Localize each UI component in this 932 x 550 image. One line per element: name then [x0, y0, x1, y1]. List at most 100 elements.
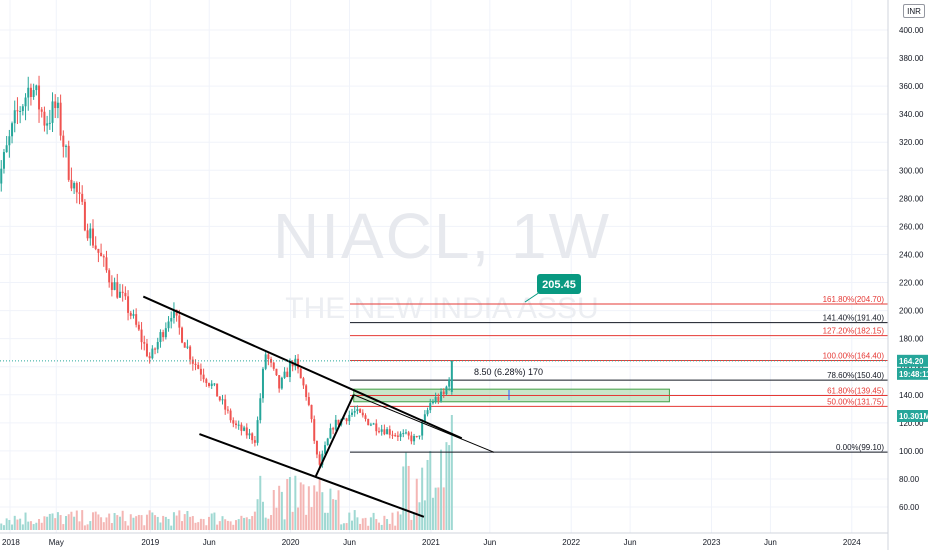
volume-bar — [151, 512, 154, 530]
volume-bar — [170, 525, 173, 530]
volume-label-bg — [897, 410, 928, 422]
volume-bar — [191, 516, 194, 530]
candle-body — [407, 432, 410, 436]
volume-bar — [194, 522, 197, 530]
time-tick-label: Jun — [343, 538, 356, 547]
candle-body — [11, 123, 14, 137]
volume-bar — [326, 512, 329, 530]
volume-bar — [186, 510, 189, 530]
candle-body — [302, 378, 305, 386]
candle-body — [315, 440, 318, 455]
volume-bar — [280, 491, 283, 530]
currency-button[interactable]: INR — [903, 4, 925, 18]
chart-annotations[interactable]: 8.50 (6.28%) 170 205.45 — [0, 274, 888, 400]
candle-body — [108, 270, 111, 283]
candle-body — [318, 454, 321, 465]
candle-body — [272, 362, 275, 369]
time-tick-label: 2023 — [703, 538, 721, 547]
time-axis[interactable]: 2018 May 2019 Jun 2020 Jun 2021 Jun 2022 Jun 2023 J… — [2, 538, 861, 547]
candle-body — [448, 379, 451, 387]
candle-body — [59, 102, 62, 136]
candle-body — [175, 309, 178, 316]
candle-body — [113, 282, 116, 290]
volume-bars — [0, 415, 453, 530]
candle-body — [151, 348, 154, 359]
candle-body — [364, 415, 367, 419]
volume-bar — [135, 516, 138, 530]
volume-bar — [305, 514, 308, 530]
volume-bar — [140, 515, 143, 530]
volume-bar — [386, 519, 389, 530]
volume-bar — [307, 486, 310, 530]
price-tick-label: 300.00 — [899, 166, 924, 175]
volume-bar — [100, 517, 103, 530]
volume-bar — [159, 522, 162, 530]
target-callout — [537, 274, 581, 294]
measure-label: 8.50 (6.28%) 170 — [474, 367, 543, 377]
volume-bar — [102, 522, 105, 530]
volume-bar — [348, 512, 351, 530]
candle-body — [383, 429, 386, 435]
volume-bar — [267, 518, 270, 530]
candle-body — [205, 379, 208, 384]
time-tick-label: Jun — [483, 538, 496, 547]
volume-bar — [189, 516, 192, 530]
volume-bar — [313, 485, 316, 530]
volume-bar — [0, 523, 3, 530]
fib-level-label: 61.80%(139.45) — [827, 387, 884, 396]
volume-bar — [243, 517, 246, 530]
candle-body — [27, 87, 30, 98]
candle-body — [445, 386, 448, 395]
candle-body — [224, 399, 227, 410]
candle-body — [421, 422, 424, 436]
volume-bar — [248, 519, 251, 530]
candle-body — [81, 193, 84, 202]
candle-body — [202, 374, 205, 380]
volume-bar — [32, 524, 35, 530]
candle-body — [431, 402, 434, 404]
volume-bar — [164, 516, 167, 530]
volume-bar — [213, 512, 216, 530]
target-label: 205.45 — [542, 279, 576, 291]
candle-body — [148, 356, 151, 359]
price-axis[interactable]: 400.00 380.00 360.00 340.00 320.00 300.00 280.… — [899, 26, 924, 512]
trendlines[interactable] — [142, 295, 495, 518]
candle-body — [86, 230, 89, 239]
candle-body — [124, 292, 127, 297]
volume-bar — [8, 519, 11, 530]
candle-body — [278, 375, 281, 389]
volume-bar — [218, 521, 221, 530]
volume-bar — [321, 492, 324, 530]
candle-body — [321, 453, 324, 465]
candle-body — [442, 391, 445, 395]
volume-bar — [291, 511, 294, 530]
candle-body — [440, 391, 443, 401]
volume-bar — [70, 511, 73, 530]
volume-bar — [440, 449, 443, 530]
volume-bar — [421, 467, 424, 530]
volume-bar — [442, 487, 445, 530]
candle-body — [54, 101, 57, 109]
fib-level-label: 0.00%(99.10) — [836, 443, 884, 452]
candle-body — [221, 399, 224, 401]
volume-bar — [402, 466, 405, 530]
price-tick-label: 340.00 — [899, 110, 924, 119]
volume-bar — [369, 517, 372, 530]
time-tick-label: 2019 — [141, 538, 159, 547]
trendline — [199, 433, 425, 518]
candle-body — [240, 424, 243, 431]
volume-bar — [251, 516, 254, 530]
candle-body — [283, 371, 286, 378]
candle-body — [245, 427, 248, 436]
candle-body — [73, 183, 76, 189]
price-tick-label: 260.00 — [899, 222, 924, 231]
watermark-symbol: NIACL, 1W — [273, 200, 611, 272]
candle-body — [426, 410, 429, 415]
volume-bar — [351, 520, 354, 530]
candle-body — [359, 409, 362, 413]
volume-bar — [278, 485, 281, 530]
time-tick-label: 2021 — [422, 538, 440, 547]
volume-bar — [105, 517, 108, 530]
candle-body — [5, 145, 8, 153]
